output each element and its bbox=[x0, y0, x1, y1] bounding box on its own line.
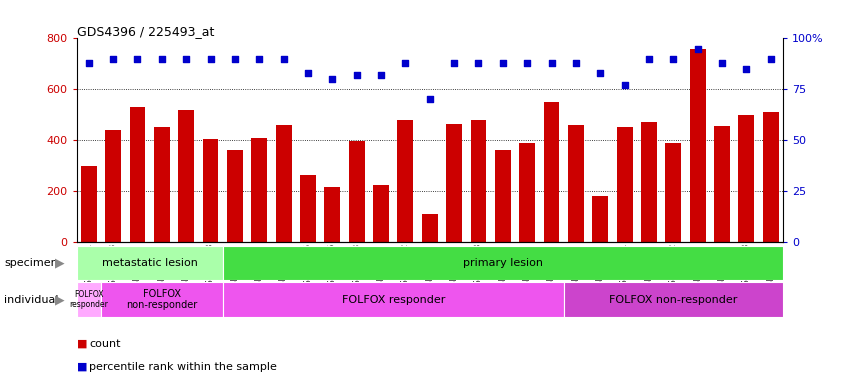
Point bbox=[277, 56, 290, 62]
Bar bbox=[101, 282, 223, 317]
Bar bbox=[471, 120, 487, 242]
Bar bbox=[227, 151, 243, 242]
Bar bbox=[300, 174, 316, 242]
Bar bbox=[592, 196, 608, 242]
Point bbox=[715, 60, 728, 66]
Text: FOLFOX
non-responder: FOLFOX non-responder bbox=[126, 289, 197, 310]
Point bbox=[155, 56, 168, 62]
Bar bbox=[77, 282, 101, 317]
Bar bbox=[762, 112, 779, 242]
Text: ▶: ▶ bbox=[55, 293, 65, 306]
Bar bbox=[324, 187, 340, 242]
Text: count: count bbox=[89, 339, 121, 349]
Point bbox=[593, 70, 607, 76]
Point bbox=[398, 60, 412, 66]
Point bbox=[82, 60, 95, 66]
Bar bbox=[446, 124, 462, 242]
Bar bbox=[568, 125, 584, 242]
Point bbox=[253, 56, 266, 62]
Bar bbox=[690, 49, 705, 242]
Bar bbox=[251, 137, 267, 242]
Text: FOLFOX responder: FOLFOX responder bbox=[341, 295, 445, 305]
Point bbox=[643, 56, 656, 62]
Bar bbox=[617, 127, 632, 242]
Point bbox=[764, 56, 778, 62]
Point bbox=[545, 60, 558, 66]
Point bbox=[618, 82, 631, 88]
Text: FOLFOX
responder: FOLFOX responder bbox=[69, 290, 108, 309]
Text: specimen: specimen bbox=[4, 258, 58, 268]
Bar bbox=[563, 282, 783, 317]
Text: ▶: ▶ bbox=[55, 257, 65, 270]
Bar bbox=[519, 143, 535, 242]
Bar bbox=[154, 127, 169, 242]
Text: ■: ■ bbox=[77, 362, 87, 372]
Bar bbox=[739, 115, 754, 242]
Bar bbox=[276, 125, 292, 242]
Bar bbox=[223, 246, 783, 280]
Text: FOLFOX non-responder: FOLFOX non-responder bbox=[609, 295, 738, 305]
Point bbox=[423, 96, 437, 103]
Text: individual: individual bbox=[4, 295, 59, 305]
Bar bbox=[223, 282, 563, 317]
Text: GDS4396 / 225493_at: GDS4396 / 225493_at bbox=[77, 25, 214, 38]
Bar bbox=[349, 141, 364, 242]
Bar bbox=[106, 130, 121, 242]
Text: primary lesion: primary lesion bbox=[463, 258, 543, 268]
Point bbox=[471, 60, 485, 66]
Point bbox=[180, 56, 193, 62]
Bar bbox=[203, 139, 219, 242]
Text: ■: ■ bbox=[77, 339, 87, 349]
Point bbox=[740, 66, 753, 72]
Point bbox=[106, 56, 120, 62]
Point bbox=[666, 56, 680, 62]
Bar bbox=[422, 214, 437, 242]
Point bbox=[691, 46, 705, 52]
Bar bbox=[714, 126, 730, 242]
Point bbox=[496, 60, 510, 66]
Bar bbox=[129, 107, 146, 242]
Point bbox=[131, 56, 145, 62]
Point bbox=[350, 72, 363, 78]
Bar bbox=[81, 166, 97, 242]
Bar bbox=[373, 185, 389, 242]
Point bbox=[326, 76, 340, 82]
Point bbox=[228, 56, 242, 62]
Bar bbox=[178, 110, 194, 242]
Bar bbox=[641, 122, 657, 242]
Bar bbox=[77, 246, 223, 280]
Bar bbox=[665, 143, 682, 242]
Point bbox=[448, 60, 461, 66]
Text: percentile rank within the sample: percentile rank within the sample bbox=[89, 362, 277, 372]
Bar bbox=[544, 102, 559, 242]
Point bbox=[301, 70, 315, 76]
Point bbox=[520, 60, 534, 66]
Bar bbox=[397, 120, 414, 242]
Text: metastatic lesion: metastatic lesion bbox=[102, 258, 197, 268]
Point bbox=[374, 72, 388, 78]
Point bbox=[569, 60, 583, 66]
Point bbox=[203, 56, 217, 62]
Bar bbox=[495, 151, 511, 242]
